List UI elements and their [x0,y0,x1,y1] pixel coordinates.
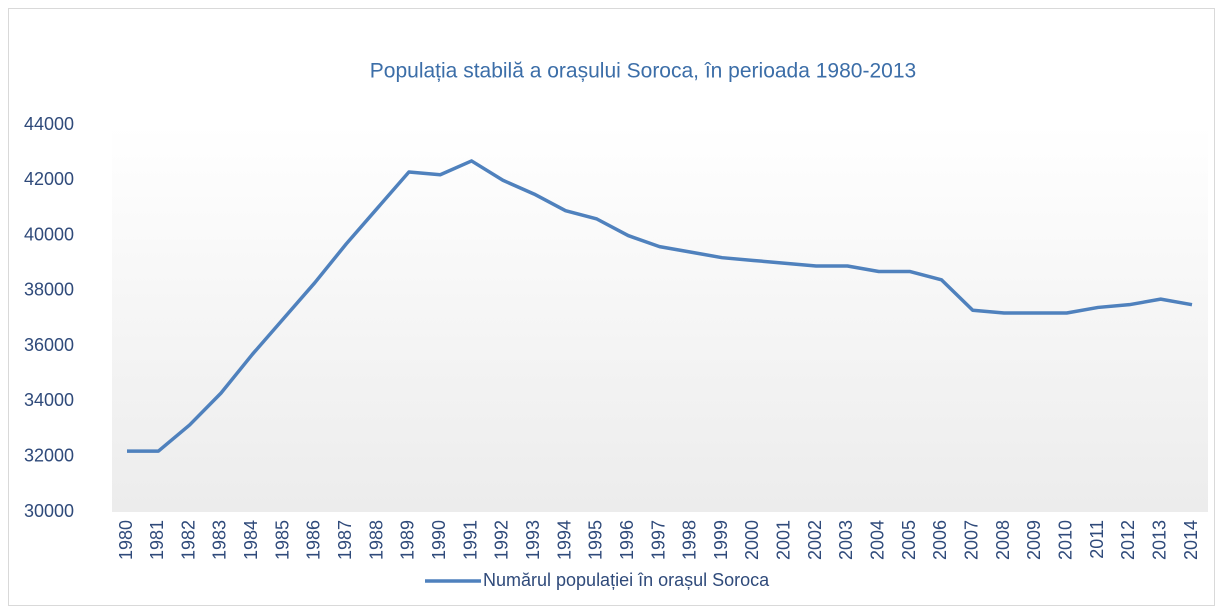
x-tick-label: 1992 [492,520,512,560]
x-tick-label: 2012 [1118,520,1138,560]
x-tick-label: 1993 [523,520,543,560]
x-tick-label: 1986 [304,520,324,560]
line-series [127,159,1193,453]
x-tick-label: 2008 [993,520,1013,560]
y-tick-label: 34000 [24,390,74,410]
x-tick-label: 1980 [116,520,136,560]
x-tick-label: 1999 [711,520,731,560]
x-tick-label: 1990 [429,520,449,560]
x-tick-label: 2006 [930,520,950,560]
x-tick-label: 2003 [836,520,856,560]
x-tick-label: 1994 [554,520,574,560]
y-tick-label: 38000 [24,280,74,300]
x-tick-label: 1988 [366,520,386,560]
x-tick-label: 2010 [1055,520,1075,560]
x-tick-label: 1984 [241,520,261,560]
y-tick-label: 30000 [24,501,74,521]
y-tick-label: 32000 [24,445,74,465]
x-tick-label: 2009 [1024,520,1044,560]
x-tick-label: 1996 [617,520,637,560]
x-tick-label: 2004 [868,520,888,560]
x-tick-label: 2013 [1149,520,1169,560]
x-tick-label: 2011 [1087,520,1107,559]
x-tick-label: 1985 [272,520,292,560]
x-tick-label: 2005 [899,520,919,560]
x-tick-label: 1997 [648,520,668,560]
x-tick-label: 2007 [961,520,981,560]
plot-area [112,125,1208,512]
x-tick-label: 1998 [680,520,700,560]
y-tick-label: 36000 [24,335,74,355]
x-tick-label: 1991 [460,520,480,560]
x-tick-label: 2002 [805,520,825,560]
x-tick-label: 2000 [742,520,762,560]
x-tick-label: 1987 [335,520,355,560]
x-tick-label: 2001 [774,520,794,560]
x-tick-label: 2014 [1181,520,1201,560]
y-tick-label: 44000 [24,114,74,134]
x-tick-label: 1995 [586,520,606,560]
x-tick-label: 1983 [210,520,230,560]
legend-label: Numărul populației în orașul Soroca [483,570,770,590]
x-tick-label: 1981 [147,520,167,560]
chart-title: Populația stabilă a orașului Soroca, în … [370,60,916,83]
y-tick-label: 40000 [24,224,74,244]
y-tick-label: 42000 [24,169,74,189]
x-tick-label: 1989 [398,520,418,560]
x-tick-label: 1982 [178,520,198,560]
